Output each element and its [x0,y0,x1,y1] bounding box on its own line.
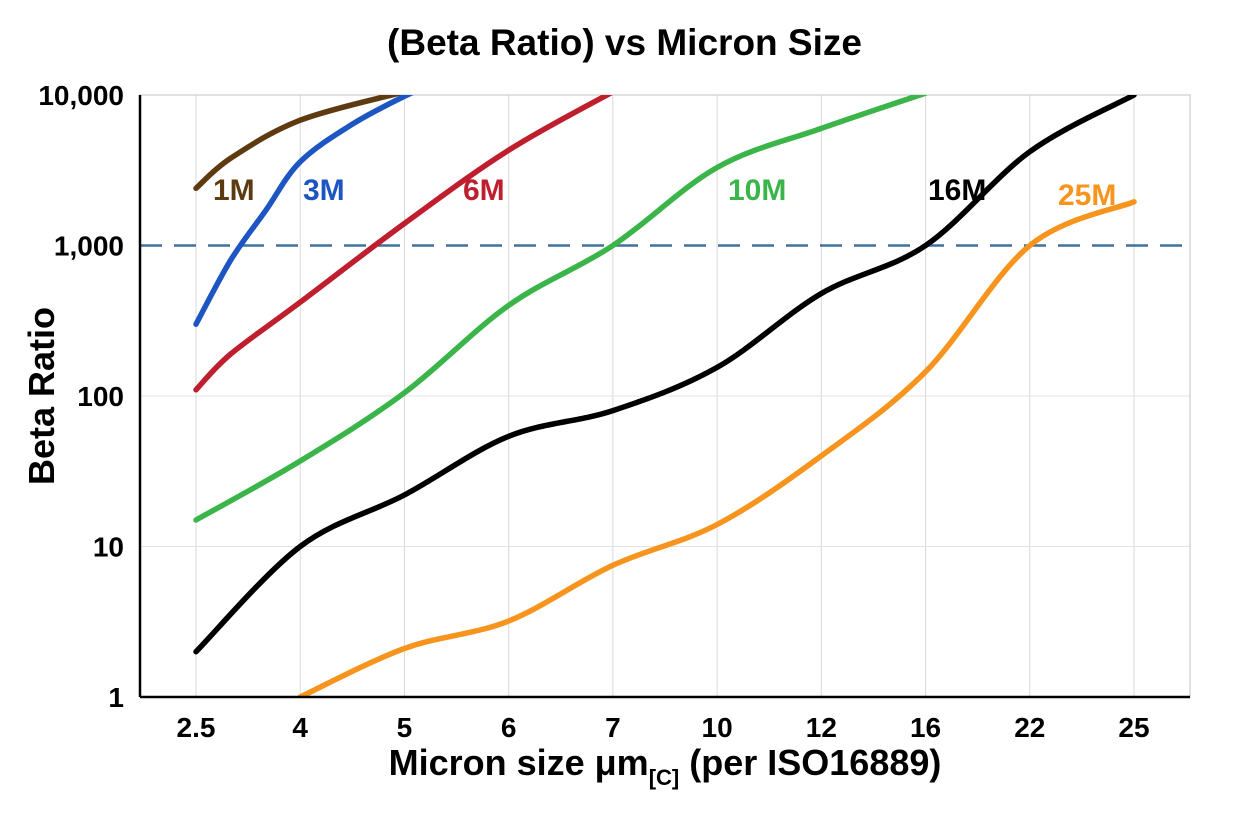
gridlines [140,95,1190,697]
chart-title: (Beta Ratio) vs Micron Size [387,22,862,63]
y-tick-label: 100 [77,381,124,412]
y-tick-label: 10,000 [38,80,124,111]
series-label-3M: 3M [303,174,345,207]
x-tick-label: 2.5 [177,712,216,743]
series-label-16M: 16M [928,174,986,207]
series-label-25M: 25M [1058,179,1116,212]
x-tick-label: 7 [605,712,621,743]
x-axis-title-unit: (per ISO16889) [679,742,942,783]
x-tick-label: 16 [910,712,941,743]
series-label-1M: 1M [213,174,255,207]
series-line-10M [193,95,928,523]
x-tick-label: 5 [397,712,413,743]
series-line-3M [193,95,414,327]
x-tick-label: 25 [1118,712,1149,743]
series-line-25M [297,199,1137,697]
y-tick-label: 1 [108,682,124,713]
x-tick-label: 22 [1014,712,1045,743]
series-line-6M [193,95,613,393]
x-tick-label: 10 [702,712,733,743]
y-tick-label: 10 [93,532,124,563]
x-tick-label: 12 [806,712,837,743]
series-label-6M: 6M [463,174,505,207]
y-tick-label: 1,000 [54,231,124,262]
x-axis-title-subscript: [C] [648,765,680,790]
x-tick-label: 4 [292,712,308,743]
x-axis-title-main: Micron size μm [388,742,649,783]
series-line-1M [193,95,404,192]
series-label-10M: 10M [728,174,786,207]
series-line-16M [193,95,1137,655]
x-tick-label: 6 [501,712,517,743]
series-lines [193,95,1137,697]
x-axis-title: Micron size μm[C] (per ISO16889) [0,742,1249,790]
